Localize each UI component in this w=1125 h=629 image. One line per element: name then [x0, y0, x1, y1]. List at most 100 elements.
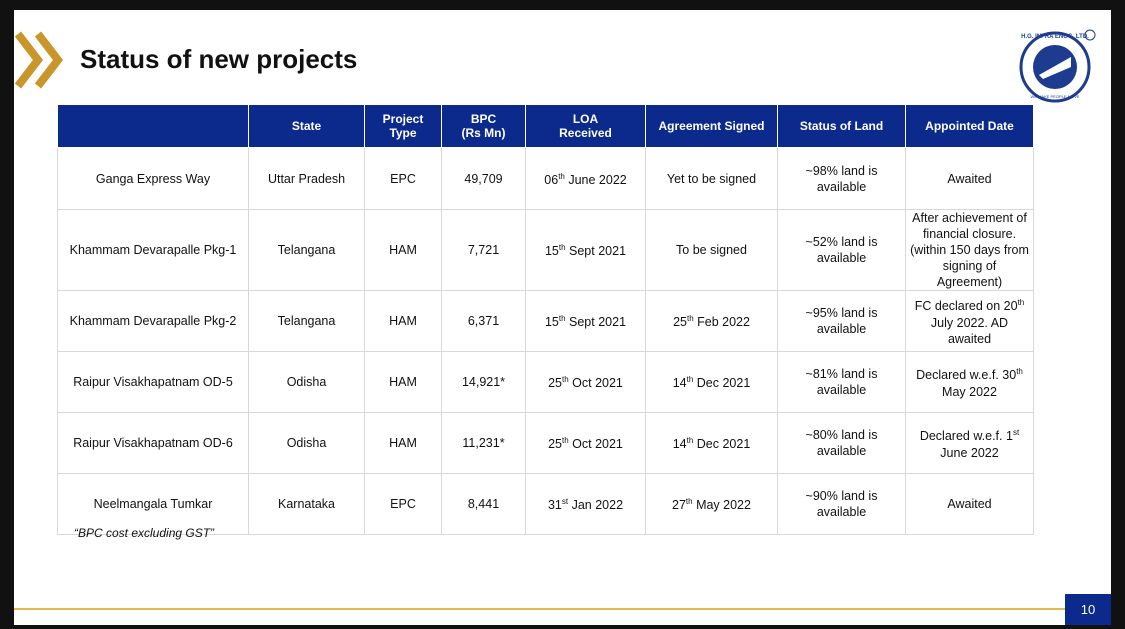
cell: 7,721 [441, 209, 526, 291]
superscript: th [686, 314, 694, 324]
superscript: th [686, 436, 694, 446]
cell-text: 27 [672, 498, 686, 513]
cell-text: Dec 2021 [693, 437, 751, 452]
cell: ~81% land is available [777, 351, 906, 413]
cell-text: 25 [548, 437, 563, 452]
cell: ~80% land is available [777, 412, 906, 474]
superscript: th [558, 314, 566, 324]
cell: Neelmangala Tumkar [57, 473, 249, 535]
cell-text: June 2022 [940, 445, 999, 460]
superscript: th [686, 375, 694, 385]
footer-rule [14, 608, 1065, 610]
header-row: State Project Type BPC (Rs Mn) LOA Received… [57, 104, 1034, 148]
cell: Declared w.e.f. 30th May 2022 [905, 351, 1034, 413]
cell: Raipur Visakhapatnam OD-5 [57, 351, 249, 413]
page-number: 10 [1065, 594, 1111, 625]
column-header: Agreement Signed [645, 104, 778, 148]
cell: Declared w.e.f. 1st June 2022 [905, 412, 1034, 474]
cell: To be signed [645, 209, 778, 291]
table-row: Khammam Devarapalle Pkg-1 Telangana HAM 7,7… [57, 209, 1034, 291]
cell: EPC [364, 147, 442, 210]
cell-text: Dec 2021 [693, 376, 751, 391]
cell: HAM [364, 209, 442, 291]
table-row: Neelmangala Tumkar Karnataka EPC 8,441 31st … [57, 473, 1034, 535]
cell-text: 15 [544, 244, 559, 259]
superscript: th [562, 375, 569, 385]
cell: ~52% land is available [777, 209, 906, 291]
cell: Odisha [248, 412, 365, 474]
table-row: Ganga Express Way Uttar Pradesh EPC 49,709 0… [57, 147, 1034, 210]
superscript: st [561, 497, 569, 507]
cell-text: 14 [672, 376, 687, 391]
cell: 25th Oct 2021 [525, 351, 646, 413]
cell: 25th Oct 2021 [525, 412, 646, 474]
cell: Awaited [905, 147, 1034, 210]
cell: Khammam Devarapalle Pkg-1 [57, 209, 249, 291]
superscript: th [558, 171, 565, 181]
superscript: st [1012, 428, 1020, 438]
cell: 11,231* [441, 412, 526, 474]
column-header: Status of Land [777, 104, 906, 148]
cell-text: 06 [544, 173, 559, 188]
cell: 06th June 2022 [525, 147, 646, 210]
cell-text: Feb 2022 [693, 315, 750, 330]
table-row: Khammam Devarapalle Pkg-2 Telangana HAM 6,3… [57, 290, 1034, 352]
column-header: BPC (Rs Mn) [441, 104, 526, 148]
cell: 14th Dec 2021 [645, 351, 778, 413]
cell-text: 15 [544, 315, 559, 330]
cell-text: Sept 2021 [565, 315, 627, 330]
cell-text: 25 [673, 315, 687, 330]
cell: 27th May 2022 [645, 473, 778, 535]
column-header: State [248, 104, 365, 148]
cell: Awaited [905, 473, 1034, 535]
cell-text: Declared w.e.f. 1 [919, 429, 1013, 444]
cell: 25th Feb 2022 [645, 290, 778, 352]
logo-text: H.G. INFRA ENGG. LTD. [1021, 34, 1089, 40]
column-header: Appointed Date [905, 104, 1034, 148]
cell-text: FC declared on 20 [914, 299, 1018, 314]
logo: H.G. INFRA ENGG. LTD. WE MAKE PEOPLE MOV… [1019, 29, 1096, 103]
slide: Status of new projects H.G. INFRA ENGG. … [14, 10, 1111, 625]
cell-text: July 2022. AD awaited [930, 315, 1009, 346]
column-header: LOA Received [525, 104, 646, 148]
cell: Uttar Pradesh [248, 147, 365, 210]
title: Status of new projects [80, 44, 358, 74]
footnote: “BPC cost excluding GST” [74, 526, 215, 540]
cell: 14,921* [441, 351, 526, 413]
cell: After achievement of financial closure. … [905, 209, 1034, 291]
cell: 49,709 [441, 147, 526, 210]
cell-text: Sept 2021 [565, 244, 627, 259]
table-row: Raipur Visakhapatnam OD-5 Odisha HAM 14,921… [57, 351, 1034, 413]
projects-table: State Project Type BPC (Rs Mn) LOA Received… [57, 104, 1034, 535]
cell: ~95% land is available [777, 290, 906, 352]
cell: 14th Dec 2021 [645, 412, 778, 474]
cell: EPC [364, 473, 442, 535]
cell-text: May 2022 [692, 498, 751, 513]
cell: Karnataka [248, 473, 365, 535]
cell-text: Oct 2021 [568, 437, 623, 452]
cell-text: June 2022 [564, 173, 627, 188]
cell: HAM [364, 290, 442, 352]
cell: ~98% land is available [777, 147, 906, 210]
superscript: th [685, 497, 693, 507]
cell: Telangana [248, 209, 365, 291]
cell: HAM [364, 412, 442, 474]
cell-text: 25 [548, 376, 563, 391]
superscript: th [562, 436, 569, 446]
chevron-icon [14, 31, 64, 89]
cell-text: Declared w.e.f. 30 [916, 368, 1017, 383]
cell-text: 14 [672, 437, 687, 452]
cell: ~90% land is available [777, 473, 906, 535]
superscript: th [1016, 367, 1023, 377]
superscript: th [1017, 298, 1025, 308]
cell: 31st Jan 2022 [525, 473, 646, 535]
superscript: th [558, 243, 566, 253]
cell: Ganga Express Way [57, 147, 249, 210]
cell-text: Oct 2021 [568, 376, 623, 391]
cell: HAM [364, 351, 442, 413]
cell-text: May 2022 [942, 384, 997, 399]
column-header: Project Type [364, 104, 442, 148]
header-cell [57, 104, 249, 148]
cell-text: Jan 2022 [568, 498, 624, 513]
